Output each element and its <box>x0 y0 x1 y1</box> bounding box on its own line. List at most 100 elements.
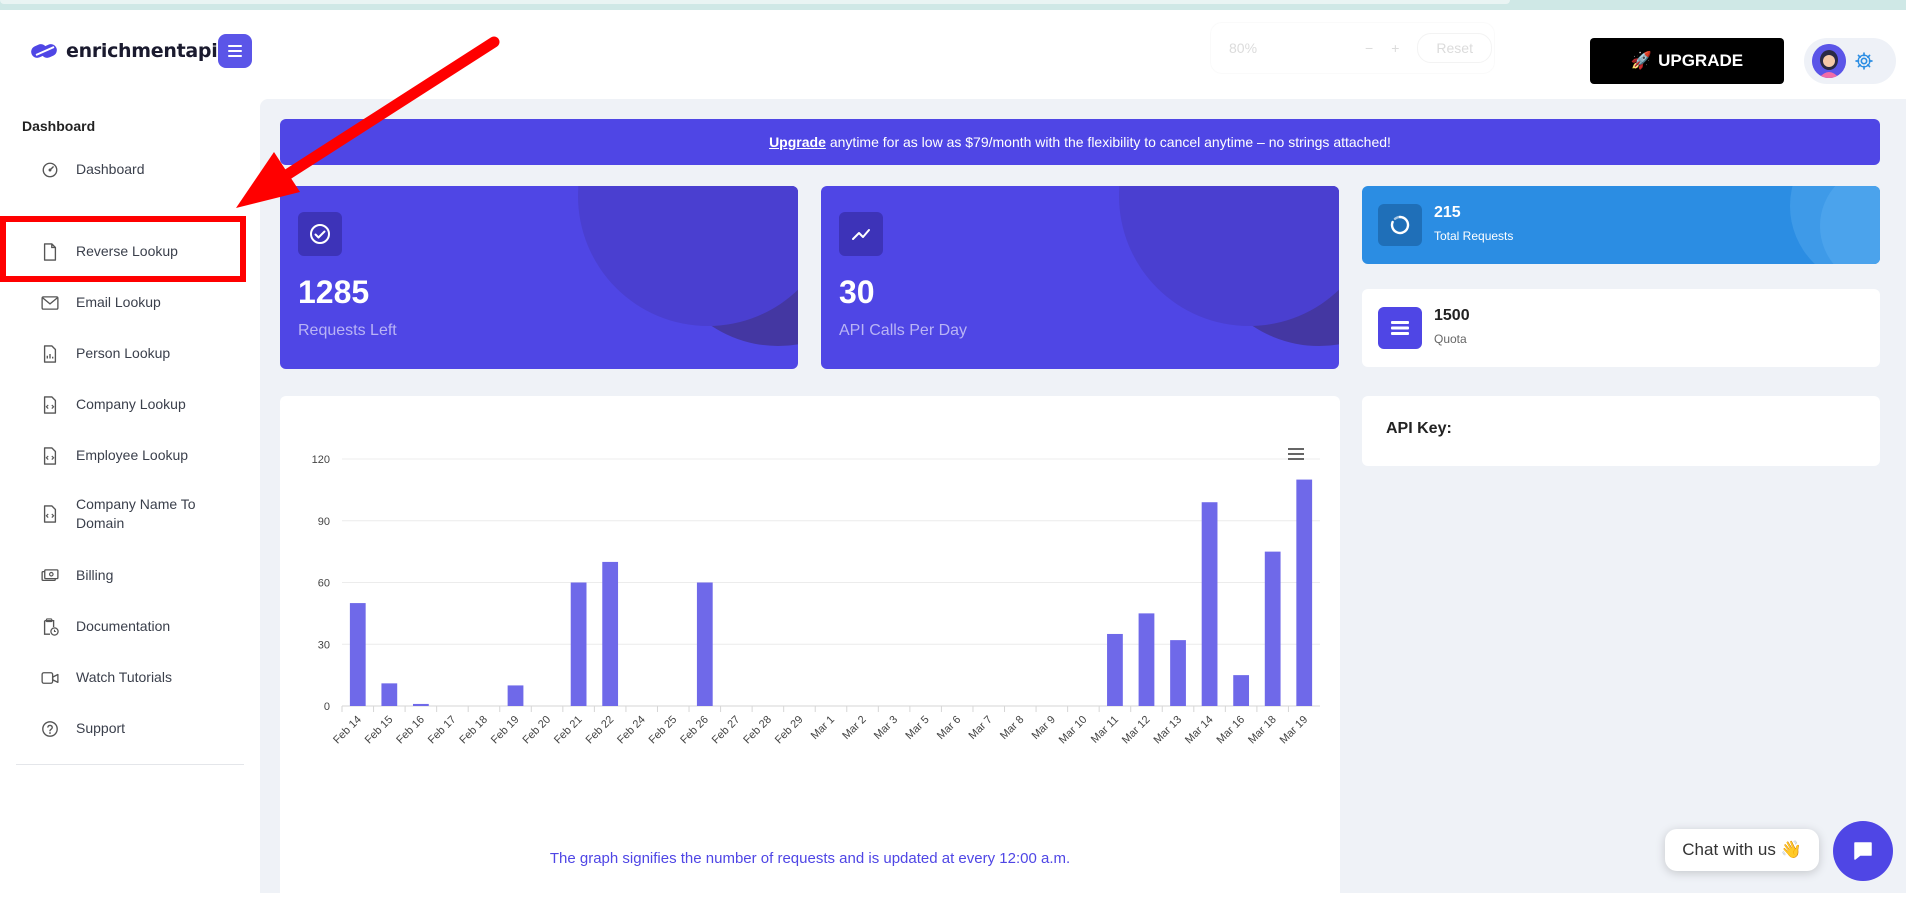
upgrade-button[interactable]: 🚀 UPGRADE <box>1590 38 1784 84</box>
x-tick-label: Mar 14 <box>1183 714 1216 747</box>
chart-bar <box>412 703 429 706</box>
upgrade-link[interactable]: Upgrade <box>769 134 826 150</box>
x-tick-label: Mar 10 <box>1057 714 1090 747</box>
requests-chart-card: 0 30 60 90 120 Feb 14 Feb 15 Feb 16 Feb 17 Feb 18… <box>280 396 1340 916</box>
chart-bar <box>696 582 713 706</box>
sidebar-item-employee-lookup[interactable]: Employee Lookup <box>40 446 226 466</box>
sidebar-item-company-lookup[interactable]: Company Lookup <box>40 395 226 415</box>
y-tick-label: 90 <box>318 516 330 528</box>
zoom-reset-button[interactable]: Reset <box>1417 33 1492 63</box>
brand-logo[interactable]: enrichmentapi <box>30 40 218 62</box>
chat-launcher-button[interactable] <box>1833 821 1893 881</box>
chart-bar <box>1170 640 1186 706</box>
chat-bubble-icon <box>1854 842 1872 860</box>
envelope-icon <box>40 293 60 313</box>
chart-bar <box>507 685 524 706</box>
x-tick-label: Mar 8 <box>998 714 1026 742</box>
sidebar-item-email-lookup[interactable]: Email Lookup <box>40 293 226 313</box>
sidebar-item-documentation[interactable]: Documentation <box>40 617 226 637</box>
sidebar-item-billing[interactable]: Billing <box>40 566 226 586</box>
x-tick-label: Feb 27 <box>710 714 743 747</box>
x-tick-label: Feb 20 <box>520 714 553 747</box>
avatar[interactable] <box>1812 44 1846 78</box>
x-tick-label: Feb 24 <box>615 714 648 747</box>
x-tick-label: Feb 25 <box>647 714 680 747</box>
x-tick-label: Feb 26 <box>678 714 711 747</box>
gear-icon[interactable] <box>1854 51 1874 71</box>
gauge-icon <box>40 160 60 180</box>
annotation-arrow <box>236 36 500 208</box>
sidebar-item-reverse-lookup[interactable]: Reverse Lookup <box>40 242 226 262</box>
chart-bar <box>1107 633 1123 706</box>
sidebar-item-watch-tutorials[interactable]: Watch Tutorials <box>40 668 226 688</box>
x-tick-label: Mar 12 <box>1120 714 1153 747</box>
x-tick-label: Mar 18 <box>1246 714 1279 747</box>
sidebar-item-label: Employee Lookup <box>76 447 189 463</box>
sidebar-item-person-lookup[interactable]: Person Lookup <box>40 344 226 364</box>
x-tick-label: Mar 9 <box>1030 714 1058 742</box>
check-circle-icon <box>298 212 342 256</box>
chart-bar <box>602 561 619 706</box>
stat-card-requests-left: 1285 Requests Left <box>280 186 798 369</box>
card-decoration <box>1119 186 1339 326</box>
sidebar-item-label: Email Lookup <box>76 294 161 310</box>
mini-value: 1500 <box>1434 307 1470 324</box>
browser-top-strip-inner <box>0 0 1510 4</box>
x-tick-label: Mar 1 <box>809 714 837 742</box>
menu-toggle-button[interactable] <box>218 34 252 68</box>
upgrade-banner: Upgrade anytime for as low as $79/month … <box>280 119 1880 165</box>
y-tick-label: 0 <box>324 701 330 713</box>
sidebar-item-label: Reverse Lookup <box>76 243 178 259</box>
sidebar-item-company-name-to-domain[interactable]: Company Name To Domain <box>40 495 226 533</box>
sidebar-item-dashboard[interactable]: Dashboard <box>40 160 226 180</box>
annotation-highlight-box <box>0 216 246 282</box>
document-icon <box>40 242 60 262</box>
zoom-in-icon[interactable]: + <box>1391 40 1400 56</box>
zoom-overlay: 80% − + Reset <box>1210 22 1495 74</box>
chart-menu-icon[interactable] <box>1287 447 1305 466</box>
mini-value: 215 <box>1434 204 1461 221</box>
sidebar-item-label: Documentation <box>76 618 171 634</box>
chart-bar <box>1201 502 1218 706</box>
file-code-icon <box>40 395 60 415</box>
sidebar-divider <box>16 764 244 765</box>
x-tick-label: Mar 7 <box>966 714 994 742</box>
cash-icon <box>40 566 60 586</box>
api-key-label: API Key: <box>1386 420 1452 437</box>
sidebar-item-label: Person Lookup <box>76 345 171 361</box>
zoom-out-icon[interactable]: − <box>1365 40 1374 56</box>
sidebar-item-label: Company Name To Domain <box>76 496 196 531</box>
chart-bar <box>381 683 398 706</box>
sidebar-item-label: Support <box>76 720 126 736</box>
y-tick-label: 30 <box>318 639 330 651</box>
x-tick-label: Feb 28 <box>741 714 774 747</box>
x-tick-label: Mar 3 <box>872 714 900 742</box>
x-tick-label: Feb 22 <box>584 714 617 747</box>
stat-card-api-calls: 30 API Calls Per Day <box>821 186 1339 369</box>
chat-with-us-button[interactable]: Chat with us 👋 <box>1665 829 1819 871</box>
top-header: enrichmentapi 80% − + Reset 🚀 UPGRADE <box>0 10 1906 90</box>
logo-icon <box>31 44 57 58</box>
stat-value: 30 <box>839 274 875 310</box>
file-chart-icon <box>40 344 60 364</box>
sidebar-item-support[interactable]: Support <box>40 719 226 739</box>
mini-card-quota: 1500 Quota <box>1362 289 1880 367</box>
sidebar-item-label: Dashboard <box>76 161 145 177</box>
brand-name: enrichmentapi <box>66 40 218 62</box>
stat-value: 1285 <box>298 274 370 310</box>
zoom-level: 80% <box>1229 40 1258 56</box>
sidebar-item-label: Billing <box>76 567 114 583</box>
mini-caption: Quota <box>1434 332 1467 346</box>
x-tick-label: Mar 16 <box>1215 714 1248 747</box>
trending-up-icon <box>839 212 883 256</box>
chart-bar <box>1138 613 1155 706</box>
stat-caption: API Calls Per Day <box>839 322 968 339</box>
list-icon <box>1378 307 1422 349</box>
user-menu[interactable] <box>1804 38 1896 84</box>
card-decoration <box>1820 186 1880 264</box>
loader-icon <box>1378 204 1422 246</box>
sidebar-section-title: Dashboard <box>22 118 96 134</box>
chart-bar <box>570 582 587 706</box>
y-tick-label: 60 <box>318 578 330 590</box>
